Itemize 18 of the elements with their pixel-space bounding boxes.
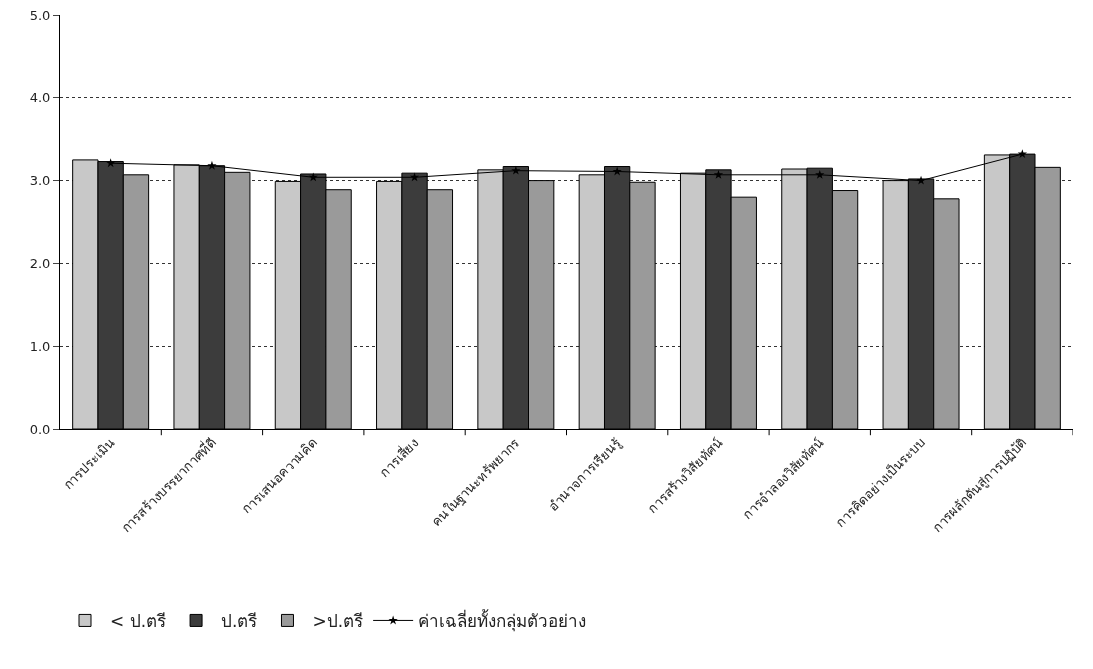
point bbox=[409, 172, 420, 182]
y-tick-label: 2.0 bbox=[29, 255, 51, 271]
point bbox=[815, 169, 825, 179]
point bbox=[308, 172, 318, 182]
y-tick-label: 4.0 bbox=[29, 90, 51, 106]
legend-label: < ป.ตรี bbox=[110, 611, 167, 632]
y-tick-label: 1.0 bbox=[29, 338, 51, 354]
y-tick-label: 3.0 bbox=[29, 173, 51, 189]
point bbox=[612, 166, 622, 176]
point bbox=[713, 169, 724, 179]
legend-label: ป.ตรี bbox=[221, 611, 258, 632]
point bbox=[916, 175, 926, 185]
y-tick-label: 0.0 bbox=[29, 421, 51, 437]
point bbox=[105, 158, 116, 168]
point bbox=[207, 160, 217, 170]
y-tick-label: 5.0 bbox=[29, 7, 51, 23]
legend-label: >ป.ตรี bbox=[312, 611, 364, 632]
legend-label: ค่าเฉลี่ยทั้งกลุ่มตัวอย่าง bbox=[418, 609, 587, 633]
